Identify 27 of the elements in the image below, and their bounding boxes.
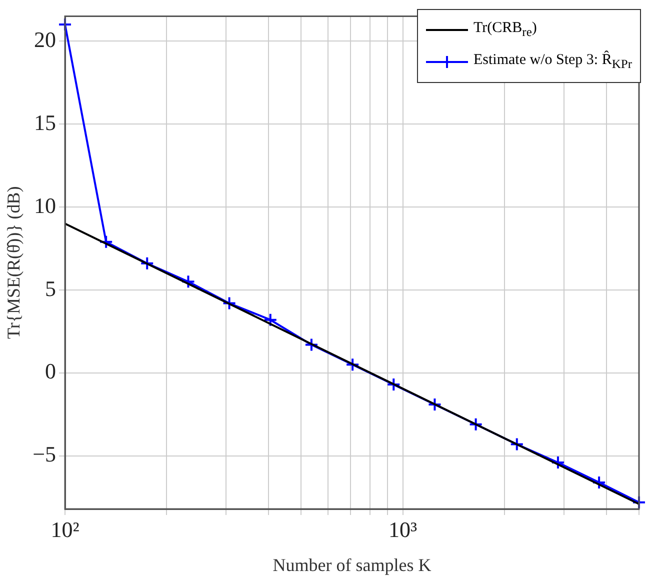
x-tick-label: 10²	[50, 516, 80, 542]
y-tick-label: 5	[45, 276, 56, 301]
point	[304, 338, 318, 352]
point	[263, 312, 278, 327]
legend-label: Estimate w/o Step 3: R̂$_{KPr}$	[474, 50, 632, 73]
point	[181, 274, 196, 289]
point	[550, 456, 565, 470]
point	[632, 495, 646, 510]
y-tick-label: 10	[34, 192, 56, 218]
point	[58, 17, 72, 32]
legend-label: Tr(CRB$_{re}$)	[474, 19, 537, 41]
point	[592, 475, 606, 490]
y-tick-label: −5	[32, 442, 56, 467]
y-tick-label: 20	[34, 26, 56, 52]
y-tick-label: 15	[34, 110, 56, 135]
point	[140, 256, 154, 270]
point	[99, 234, 114, 249]
y-tick-label: 0	[45, 358, 56, 384]
x-tick-label: 10³	[388, 516, 418, 542]
x-axis-title: Number of samples K	[272, 554, 432, 575]
point	[468, 417, 483, 432]
point	[510, 437, 524, 452]
point	[428, 397, 442, 412]
point	[386, 378, 401, 392]
point	[222, 296, 236, 310]
y-axis-title: Tr{MSE(R(θ̂))} (dB)	[4, 186, 24, 339]
point	[346, 358, 360, 372]
